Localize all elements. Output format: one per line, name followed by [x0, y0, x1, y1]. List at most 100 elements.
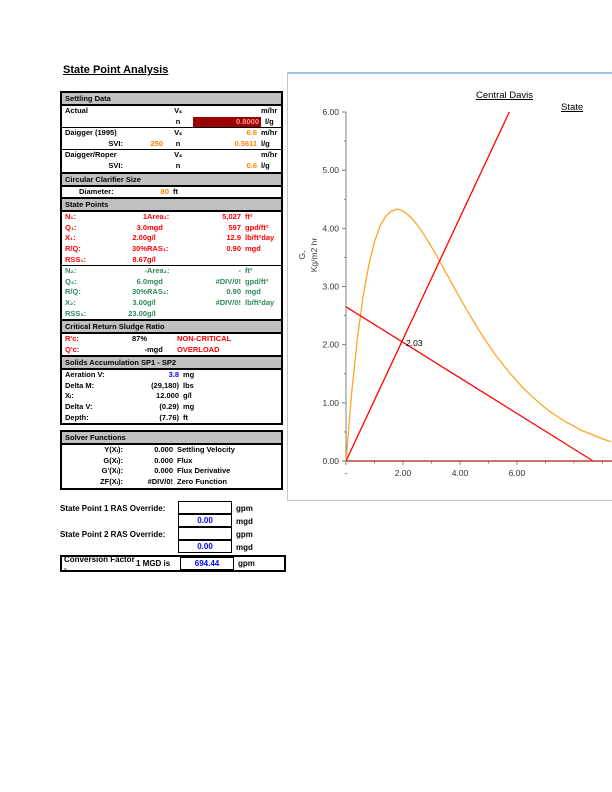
cell: lb/ft²day: [245, 297, 275, 307]
y-tick-label: 2.00: [322, 340, 339, 350]
cell: lbs: [183, 380, 194, 390]
cell: R/Q:: [65, 243, 81, 253]
page-title: State Point Analysis: [63, 64, 169, 76]
cell: 5,027: [222, 212, 241, 222]
y-tick-label: 5.00: [322, 165, 339, 175]
section-header-critical-return-sludge-ratio: Critical Return Sludge Ratio: [62, 321, 281, 335]
y-tick-label: 3.00: [322, 281, 339, 291]
cell: Daigger (1995): [65, 128, 117, 138]
cell: 0.90: [226, 243, 241, 253]
table-row: R'c: 87% NON-CRITICAL: [62, 334, 281, 345]
ras-override-controls: State Point 1 RAS Override: gpm 0.00 mgd…: [60, 501, 286, 573]
underflow-rate-line: [345, 306, 594, 462]
table-row: Y(Xₗ): 0.000 Settling Velocity: [62, 445, 281, 456]
sp1-mgd-unit: mgd: [236, 517, 253, 526]
cell: Area₁:: [147, 212, 170, 222]
cell: 1: [142, 212, 147, 222]
table-row: Q₁: 3.0 mgd 597 gpd/ft²: [62, 223, 281, 234]
table-row: X₁: 2.00 g/l 12.9 lb/ft²day: [62, 233, 281, 244]
y-axis-title-units: Kg/m2 hr: [309, 237, 319, 273]
section-critical-return-sludge-ratio: Critical Return Sludge Ratio R'c: 87% NON-C…: [60, 319, 283, 358]
cell: N₁:: [65, 212, 77, 222]
cell: ft²: [245, 266, 253, 276]
table-row: N₂: - Area₂: - ft²: [62, 265, 281, 277]
cell: (0.29): [159, 402, 179, 412]
cell: -: [238, 266, 242, 276]
cell: mgd: [245, 287, 261, 297]
x-tick-label: 2.00: [395, 468, 412, 478]
section-solver-functions: Solver Functions Y(Xₗ): 0.000 Settling Velo…: [60, 430, 283, 490]
sp1-ras-override-mgd-value[interactable]: 0.00: [178, 514, 232, 528]
cell: gpd/ft²: [245, 276, 269, 286]
cell: #DIV/0!: [147, 477, 173, 487]
cell: Delta M:: [65, 380, 95, 390]
table-row: G'(Xₗ): 0.000 Flux Derivative: [62, 466, 281, 477]
section-clarifier-size: Circular Clarifier Size Diameter: 80 ft: [60, 171, 283, 200]
table-row: Daigger/Roper Vₛ m/hr: [62, 149, 281, 161]
cell: Flux Derivative: [177, 466, 231, 476]
cell: 0.000: [154, 466, 173, 476]
table-row: n 0.8000 l/g: [62, 116, 281, 128]
section-header-solids-accumulation: Solids Accumulation SP1 - SP2: [62, 357, 281, 371]
sp2-override-mgd-row: 0.00 mgd: [60, 540, 286, 554]
cell: 30%: [131, 287, 147, 297]
table-row: Delta M: (29,180) lbs: [62, 381, 281, 392]
table-row: RSS₂: 23.00 g/l: [62, 309, 281, 320]
cell: Area₂:: [147, 266, 170, 276]
cell: Y(Xₗ):: [104, 445, 123, 455]
table-row: R/Q: 30% RAS₂: 0.90 mgd: [62, 287, 281, 298]
cell: Xₗ:: [65, 391, 74, 401]
cell: #DIV/0!: [215, 276, 241, 286]
cell: X₂:: [65, 297, 76, 307]
conversion-factor-value: 694.44: [180, 557, 234, 570]
conversion-factor-label2: 1 MGD is: [136, 559, 171, 568]
y-tick-label: 0.00: [322, 456, 339, 466]
table-row: Depth: (7.76) ft: [62, 413, 281, 424]
cell: m/hr: [261, 106, 278, 115]
cell: g/l: [147, 254, 156, 264]
cell: X₁:: [65, 233, 76, 243]
cell: 0.5611: [234, 138, 257, 148]
cell: n: [175, 160, 181, 170]
cell: g/l: [147, 308, 156, 318]
cell: m/hr: [261, 128, 278, 138]
x-tick-label: 6.00: [509, 468, 526, 478]
cell: Zero Function: [177, 477, 227, 487]
table-row: Actual Vₛ m/hr: [62, 106, 281, 117]
cell: m/hr: [261, 150, 278, 160]
cell: 12.000: [156, 391, 179, 401]
y-axis-title-symbol: G,: [297, 250, 307, 260]
cell: Vₛ: [174, 150, 182, 160]
y-tick-label: 4.00: [322, 223, 339, 233]
table-row: Q'c: - mgd OVERLOAD: [62, 345, 281, 356]
sp2-ras-override-gpm-input[interactable]: [178, 527, 232, 541]
table-row: SVI: n 0.6 l/g: [62, 161, 281, 172]
sp2-ras-override-mgd-value[interactable]: 0.00: [178, 540, 232, 554]
y-tick-label: 1.00: [322, 398, 339, 408]
cell: SVI:: [108, 138, 123, 148]
sp1-override-row: State Point 1 RAS Override: gpm: [60, 501, 286, 515]
table-row: G(Xₗ): 0.000 Flux: [62, 456, 281, 467]
cell: n: [175, 116, 181, 126]
table-row: X₂: 3.00 g/l #DIV/0! lb/ft²day: [62, 298, 281, 309]
cell: mg: [183, 370, 195, 380]
cell: Vₛ: [174, 106, 182, 115]
cell: 12.9: [226, 233, 241, 243]
cell: -: [144, 266, 148, 276]
cell: mg: [183, 402, 195, 412]
cell: 0.000: [154, 455, 173, 465]
cell: n: [175, 138, 181, 148]
table-row: Delta V: (0.29) mg: [62, 402, 281, 413]
cell: (7.76): [159, 412, 179, 422]
cell: ft: [183, 412, 188, 422]
chart-title-line2: State: [561, 102, 584, 113]
cell: 3.0: [136, 222, 147, 232]
sp1-ras-override-gpm-input[interactable]: [178, 501, 232, 515]
cell: R'c:: [65, 334, 79, 344]
cell: 0.000: [154, 445, 173, 455]
cell: G'(Xₗ):: [101, 466, 123, 476]
cell: ft²: [245, 212, 253, 222]
sp2-override-label: State Point 2 RAS Override:: [60, 530, 166, 539]
cell: 8.67: [132, 254, 147, 264]
